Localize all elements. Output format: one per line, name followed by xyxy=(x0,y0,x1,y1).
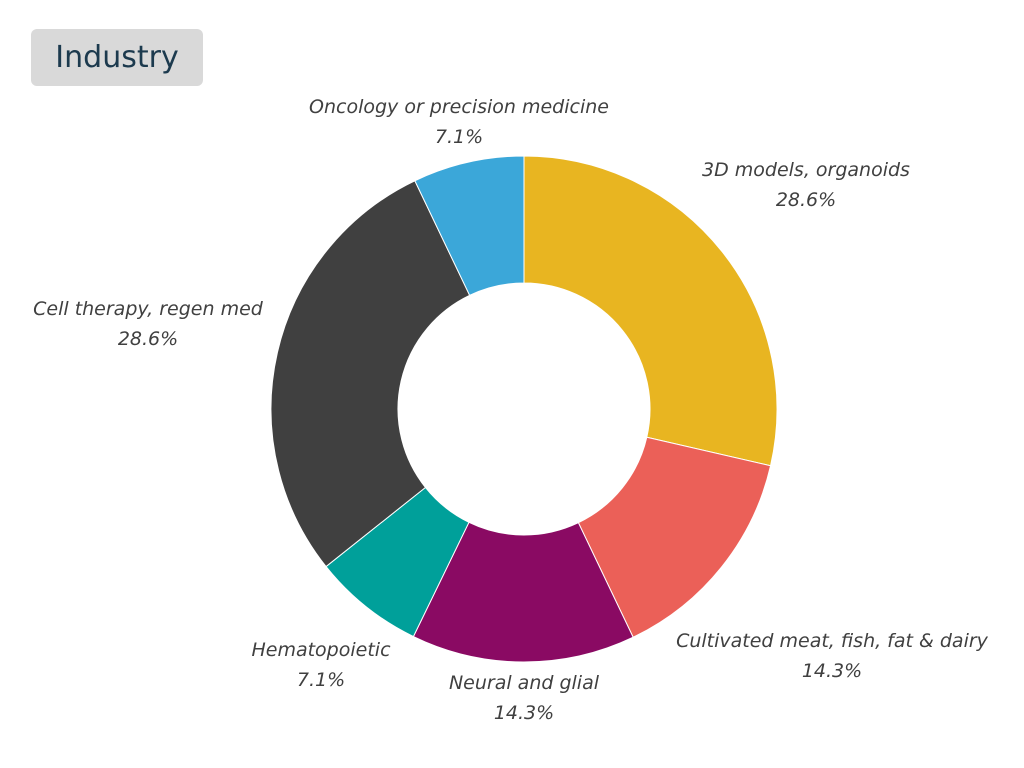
slice-label-percent: 14.3% xyxy=(802,660,862,682)
slice-label-percent: 28.6% xyxy=(118,328,178,350)
slice-label-percent: 14.3% xyxy=(494,702,554,724)
slice-label-name: Cultivated meat, fish, fat & dairy xyxy=(676,630,989,652)
slice-label-name: Cell therapy, regen med xyxy=(33,298,264,320)
slice-6 xyxy=(414,155,525,296)
chart-title: Industry xyxy=(55,40,179,75)
slice-5 xyxy=(270,180,471,568)
slice-3 xyxy=(412,521,634,663)
slice-label-percent: 7.1% xyxy=(297,669,345,691)
slice-label-percent: 7.1% xyxy=(435,126,483,148)
donut-slices xyxy=(270,155,778,663)
slice-1 xyxy=(523,155,778,467)
slice-label-name: Hematopoietic xyxy=(251,639,391,661)
slice-2 xyxy=(577,436,772,638)
chart-title-badge: Industry xyxy=(31,29,203,86)
slice-label-name: 3D models, organoids xyxy=(702,159,910,181)
slice-label-percent: 28.6% xyxy=(776,189,836,211)
slice-labels: 3D models, organoids 28.6% Cultivated meat… xyxy=(33,96,989,724)
slice-label-name: Neural and glial xyxy=(449,672,600,694)
slice-label-name: Oncology or precision medicine xyxy=(309,96,609,118)
